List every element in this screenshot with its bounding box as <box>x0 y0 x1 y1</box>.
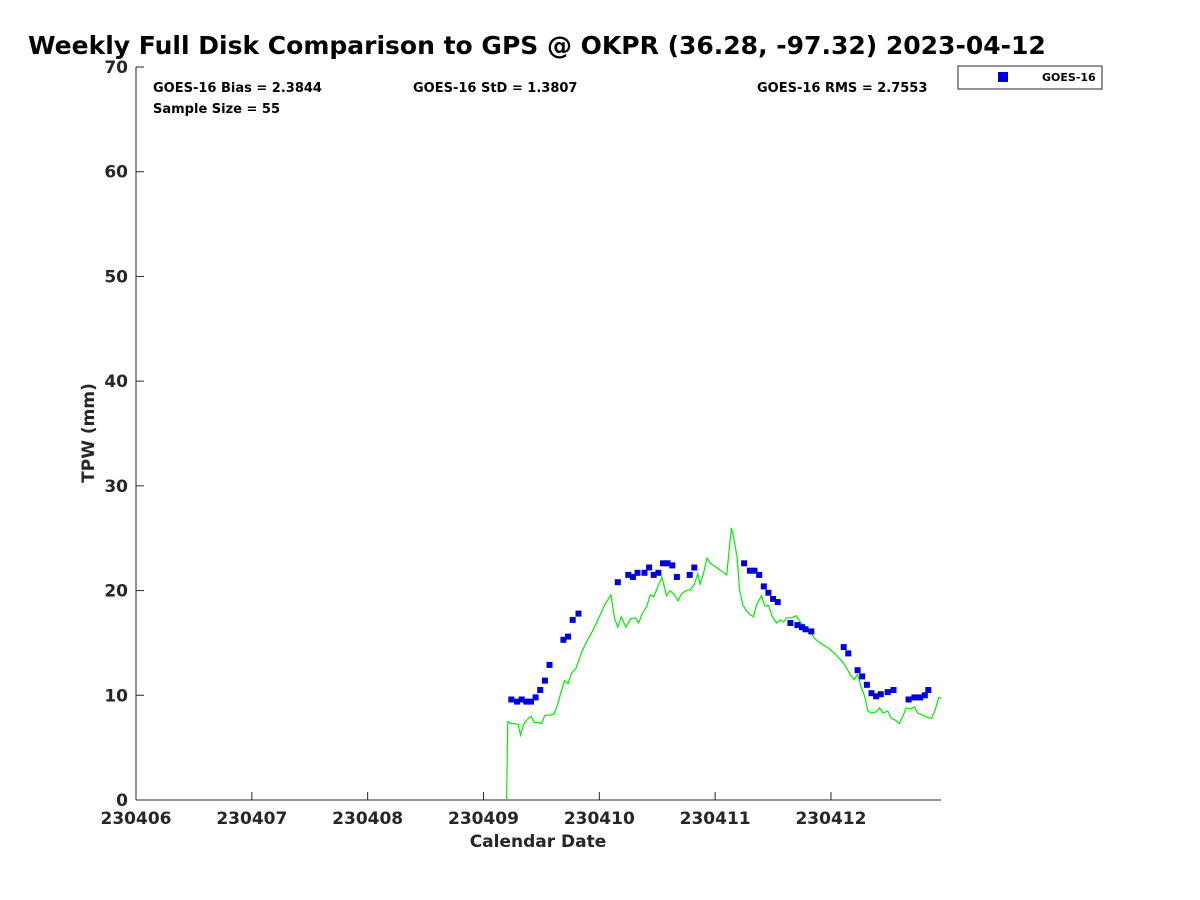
goes16-data-point <box>523 698 530 705</box>
goes16-data-point <box>765 589 772 596</box>
y-tick-label: 70 <box>104 58 128 78</box>
goes16-data-point <box>565 633 571 640</box>
goes16-data-point <box>629 574 636 580</box>
x-axis-label: Calendar Date <box>470 832 607 852</box>
goes16-data-point <box>673 574 680 580</box>
goes16-data-point <box>646 564 653 571</box>
goes16-data-point <box>532 694 539 701</box>
goes16-data-point <box>794 622 801 629</box>
x-tick-label: 230410 <box>564 809 635 829</box>
goes16-data-point <box>808 628 815 635</box>
goes16-data-point <box>770 595 777 602</box>
stat-sample-size: Sample Size = 55 <box>153 102 280 117</box>
goes16-data-point <box>660 560 666 567</box>
goes16-data-point <box>655 569 662 576</box>
goes16-data-point <box>873 693 880 700</box>
plot-frame <box>135 67 941 801</box>
stat-rms: GOES-16 RMS = 2.7553 <box>757 81 927 96</box>
gps-series-line <box>506 527 942 801</box>
y-axis-label: TPW (mm) <box>79 383 99 483</box>
goes16-data-point <box>799 624 805 631</box>
goes16-data-point <box>691 564 698 571</box>
goes16-data-point <box>508 696 515 703</box>
goes16-data-point <box>746 567 753 574</box>
x-tick-label: 230412 <box>795 809 866 829</box>
legend-marker-goes16 <box>998 72 1008 82</box>
goes16-data-point <box>756 571 763 578</box>
goes16-data-point <box>774 599 781 606</box>
y-tick-label: 30 <box>104 477 128 497</box>
goes16-data-point <box>686 571 693 578</box>
goes16-data-point <box>859 673 866 680</box>
goes16-data-point <box>518 696 525 703</box>
y-tick-label: 20 <box>104 582 128 602</box>
goes16-data-point <box>751 567 758 574</box>
goes16-data-point <box>514 698 521 705</box>
goes16-data-point <box>541 677 548 684</box>
x-tick-label: 230409 <box>448 809 519 829</box>
goes16-data-point <box>890 687 897 693</box>
x-tick-label: 230408 <box>332 809 403 829</box>
y-tick-label: 10 <box>104 686 128 706</box>
goes16-data-point <box>560 636 567 643</box>
goes16-data-point <box>854 667 861 674</box>
goes16-data-point <box>650 571 657 578</box>
goes16-data-point <box>863 681 870 688</box>
goes16-data-point <box>921 692 928 699</box>
goes16-data-point <box>905 696 912 703</box>
x-tick-label: 230406 <box>101 809 172 829</box>
goes16-data-point <box>917 694 924 701</box>
goes16-data-point <box>528 698 534 705</box>
goes16-data-point <box>741 560 748 567</box>
plot-area <box>506 527 942 801</box>
x-axis-ticks: 230406 230407 230408 230409 230410 230411 2304… <box>101 792 866 829</box>
goes16-data-point <box>802 626 809 633</box>
goes16-data-point <box>845 650 852 657</box>
stat-std: GOES-16 StD = 1.3807 <box>413 81 577 96</box>
goes16-data-point <box>840 644 847 651</box>
chart-title: Weekly Full Disk Comparison to GPS @ OKP… <box>28 31 1046 60</box>
x-tick-label: 230411 <box>680 809 751 829</box>
goes16-data-point <box>569 616 576 623</box>
goes16-data-point <box>760 583 767 590</box>
stats-annotations: GOES-16 Bias = 2.3844 GOES-16 StD = 1.38… <box>153 81 927 117</box>
y-tick-label: 60 <box>104 163 128 183</box>
goes16-data-point <box>787 620 794 626</box>
legend-box <box>957 65 1103 90</box>
goes16-data-point <box>925 687 932 693</box>
y-axis-ticks: 0 10 20 30 40 50 60 70 <box>104 58 144 811</box>
legend: GOES-16 <box>957 65 1103 90</box>
goes16-data-point <box>575 610 582 617</box>
goes16-data-point <box>664 560 671 567</box>
goes16-data-point <box>625 571 632 578</box>
stat-bias: GOES-16 Bias = 2.3844 <box>153 81 322 96</box>
goes16-data-point <box>641 569 648 576</box>
y-tick-label: 40 <box>104 372 128 392</box>
goes16-data-point <box>868 690 875 697</box>
goes16-series-points <box>508 560 932 705</box>
goes16-data-point <box>877 691 884 698</box>
legend-label-goes16: GOES-16 <box>1042 71 1096 84</box>
x-tick-label: 230407 <box>216 809 287 829</box>
goes16-data-point <box>911 694 918 701</box>
goes16-data-point <box>634 569 641 576</box>
y-tick-label: 50 <box>104 267 128 287</box>
goes16-data-point <box>546 661 553 668</box>
goes16-data-point <box>614 579 621 586</box>
goes16-data-point <box>669 562 676 569</box>
goes16-data-point <box>884 689 891 696</box>
y-tick-label: 0 <box>116 791 128 811</box>
goes16-data-point <box>537 687 544 693</box>
